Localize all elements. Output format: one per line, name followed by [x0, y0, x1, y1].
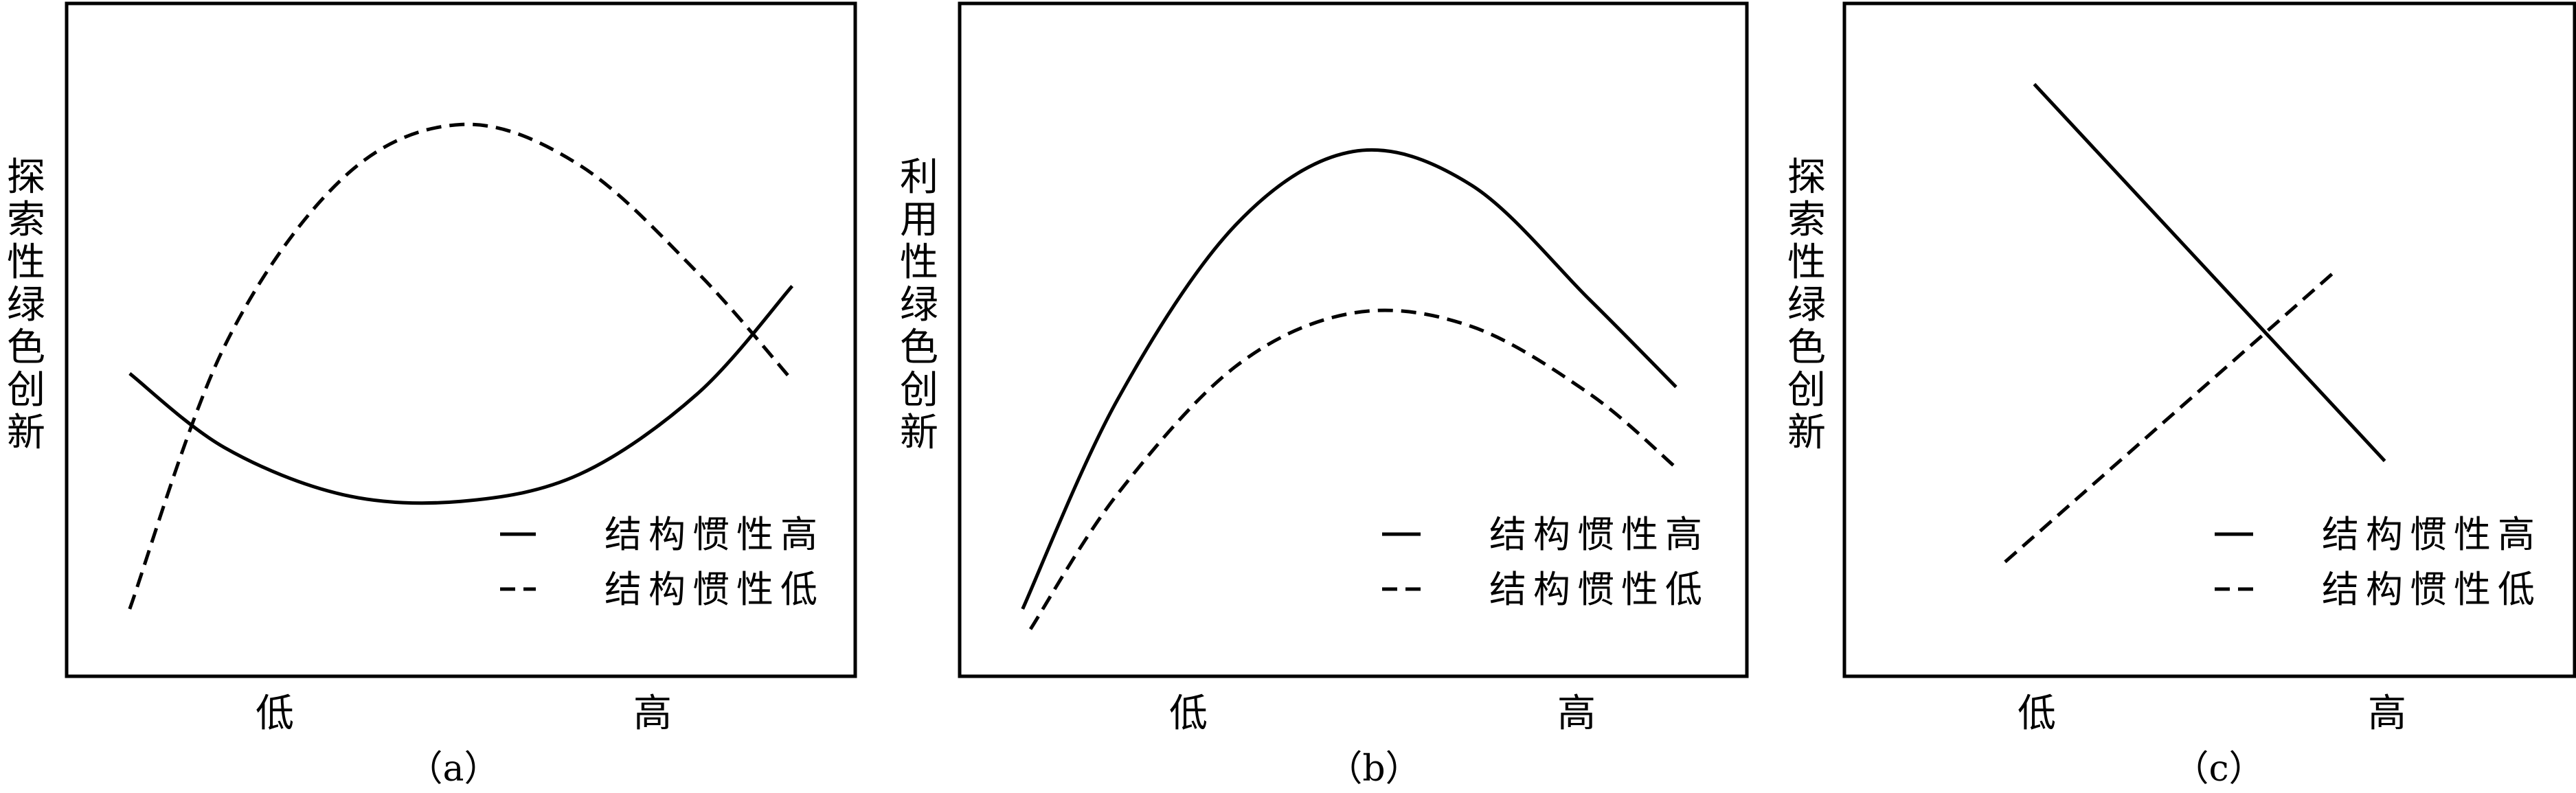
series-line-high	[1021, 148, 1677, 610]
plot-area-c	[1842, 1, 2576, 678]
x-tick-label-high: 高	[2368, 691, 2406, 736]
series-line-high	[128, 284, 794, 505]
legend-label-high: 结构惯性高	[1489, 513, 1709, 556]
legend-label-low: 结构惯性低	[605, 568, 824, 611]
legend-label-low: 结构惯性低	[1489, 568, 1709, 611]
chart-panel-a: 探索性绿色创新 低 高 （a） 结构惯性高 结构惯性低	[0, 0, 893, 793]
x-tick-label-low: 低	[2018, 691, 2056, 736]
chart-panel-b: 利用性绿色创新 低 高 （b） 结构惯性高 结构惯性低	[893, 0, 1786, 793]
x-tick-label-low: 低	[256, 691, 294, 736]
y-axis-label: 探索性绿色创新	[1787, 155, 1826, 455]
panel-caption: （a）	[407, 748, 500, 790]
series-line-high	[2033, 82, 2386, 463]
series-line-low	[1028, 308, 1677, 630]
y-axis-label: 利用性绿色创新	[900, 155, 938, 455]
chart-panel-c: 探索性绿色创新 低 高 （c） 结构惯性高 结构惯性低	[1786, 0, 2576, 793]
panel-caption: （b）	[1326, 748, 1421, 790]
plot-frame	[958, 1, 1749, 678]
plot-frame	[65, 1, 857, 678]
x-tick-label-high: 高	[633, 691, 672, 736]
y-axis-label: 探索性绿色创新	[7, 155, 45, 455]
legend-label-high: 结构惯性高	[2322, 513, 2542, 556]
plot-frame	[1842, 1, 2576, 678]
series-line-low	[128, 122, 794, 610]
plot-area-a	[65, 1, 857, 678]
x-tick-label-high: 高	[1557, 691, 1596, 736]
series-line-low	[2004, 271, 2335, 564]
plot-area-b	[958, 1, 1749, 678]
panel-caption: （c）	[2173, 748, 2265, 790]
x-tick-label-low: 低	[1169, 691, 1208, 736]
legend-label-low: 结构惯性低	[2322, 568, 2542, 611]
legend-label-high: 结构惯性高	[605, 513, 824, 556]
